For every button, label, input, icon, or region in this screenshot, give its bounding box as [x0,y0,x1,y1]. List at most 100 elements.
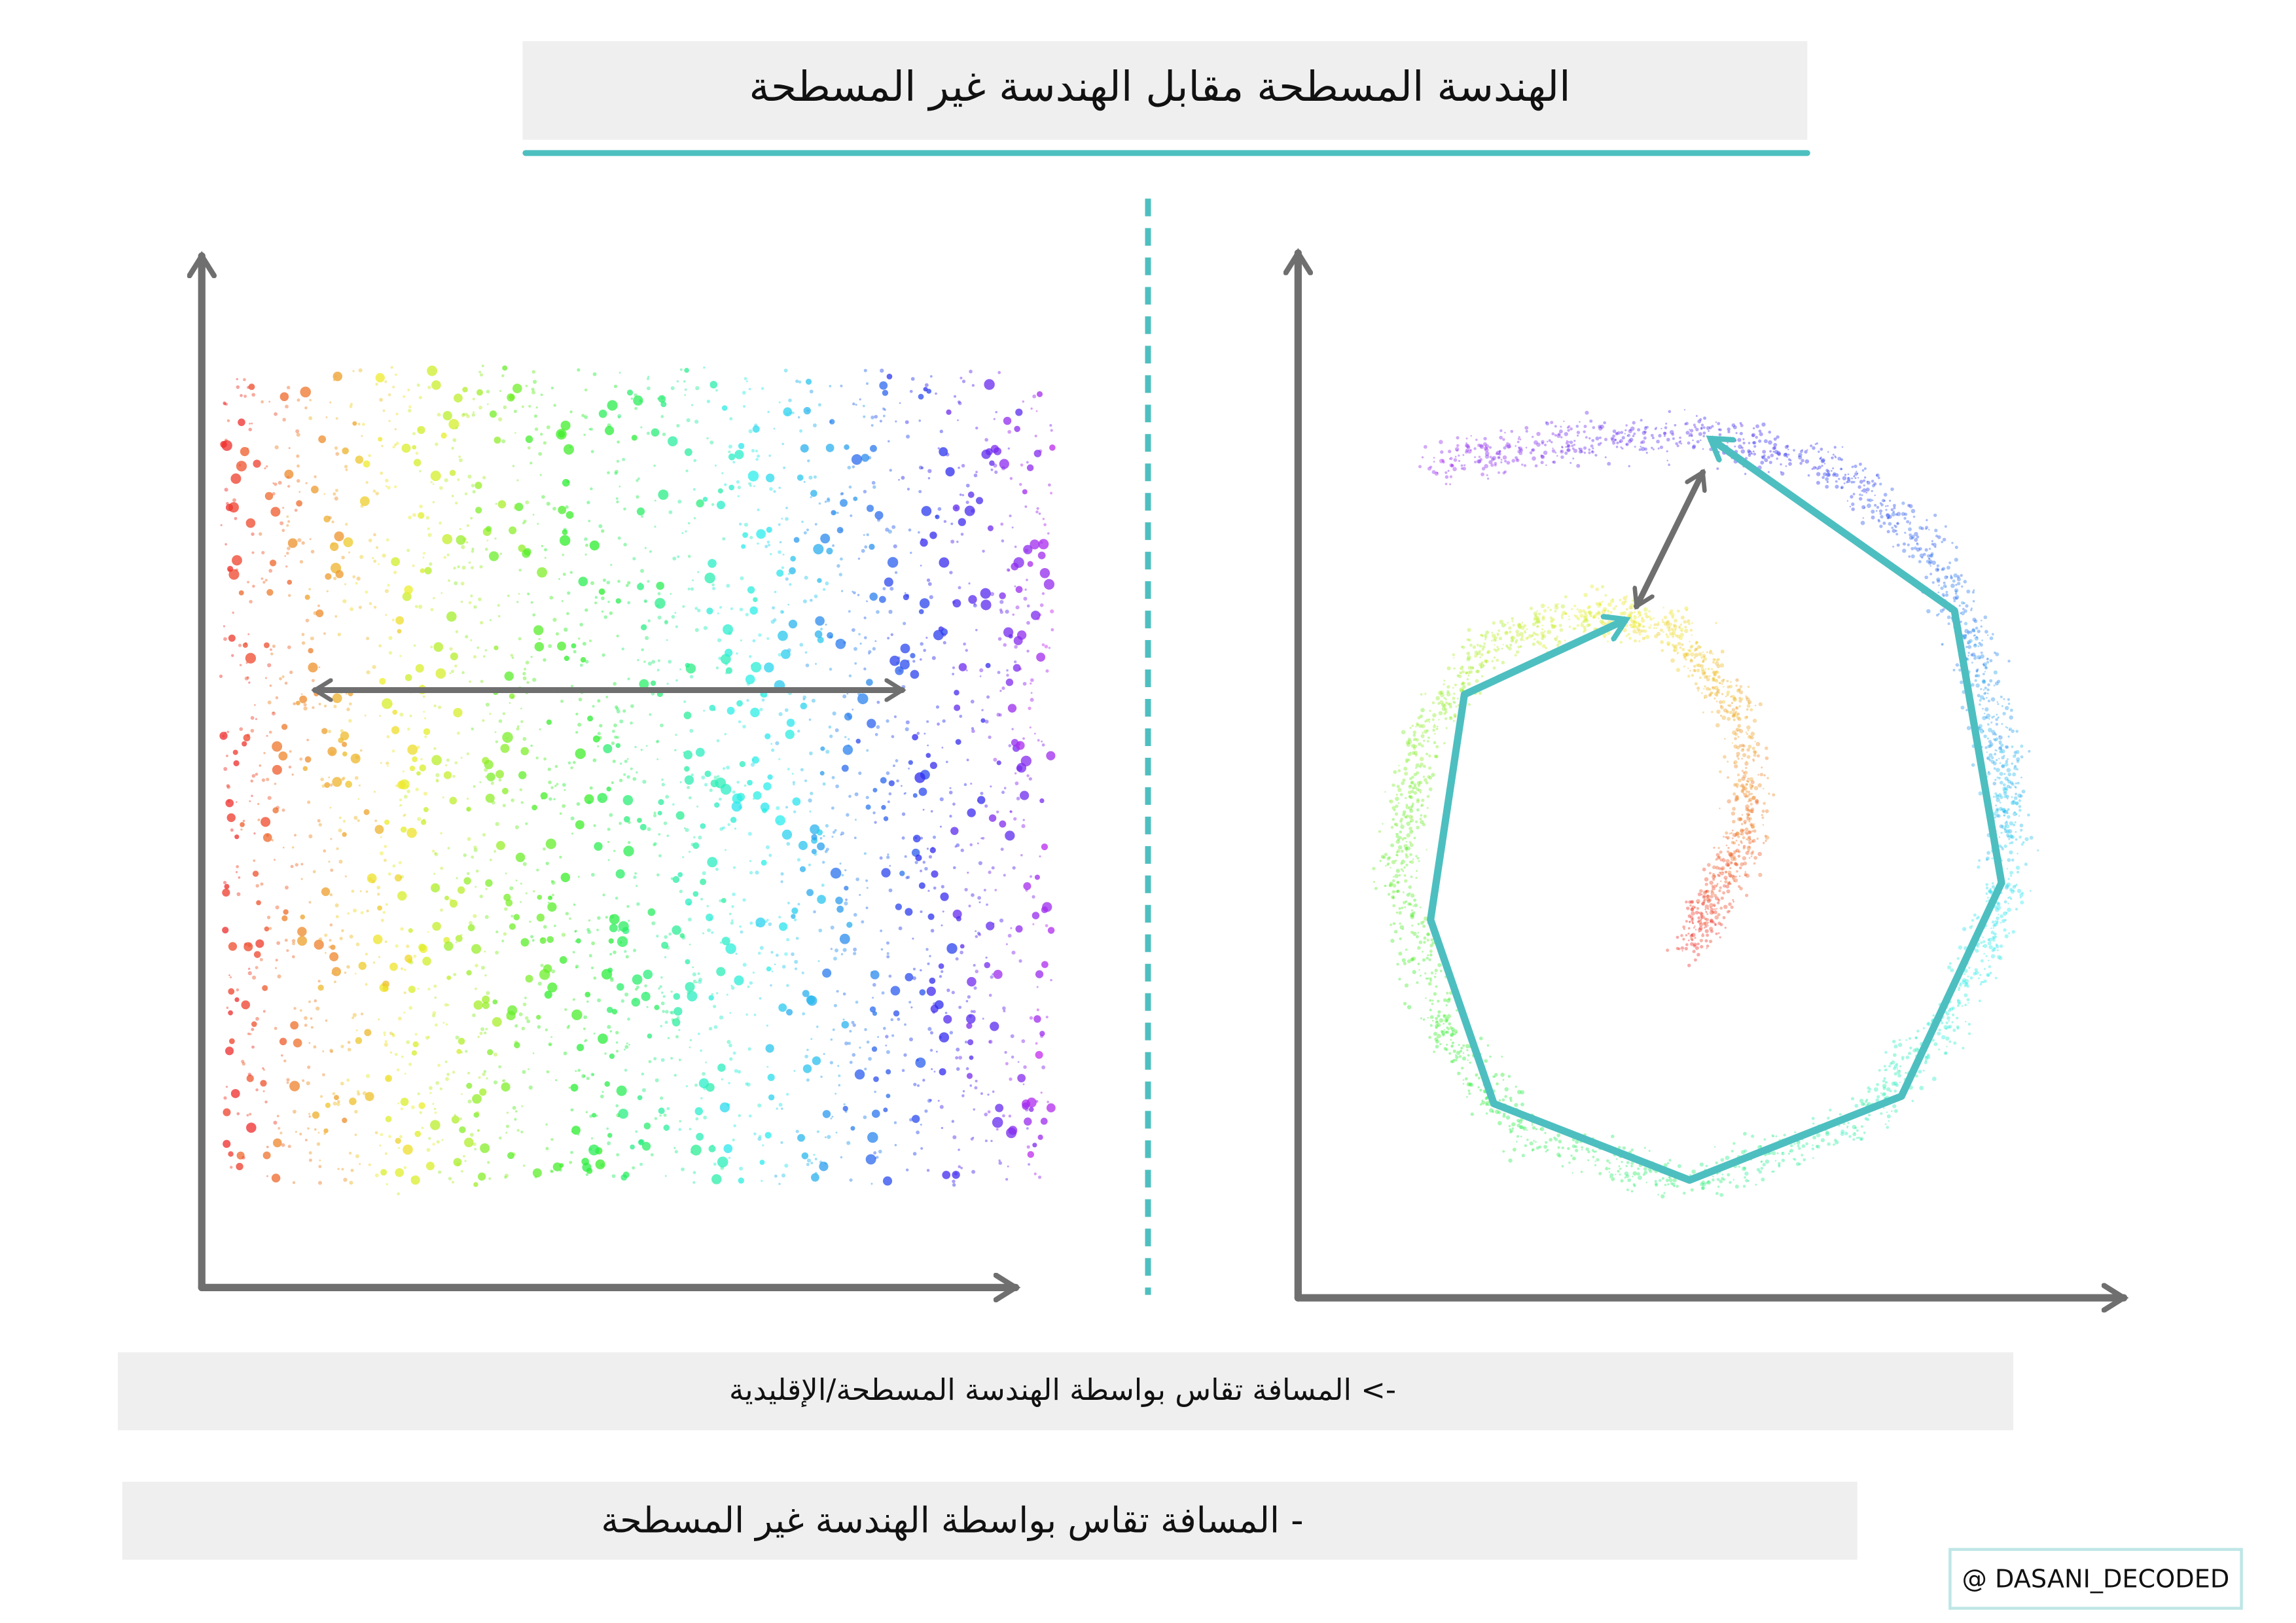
point [992,973,994,976]
point [371,880,376,883]
point [1841,446,1844,448]
point [920,1123,922,1126]
point [1575,425,1579,428]
point [232,749,238,755]
point [2001,825,2004,829]
point [1397,832,1399,835]
point [1688,649,1691,652]
point [724,849,726,851]
point [1996,713,1998,716]
point [736,700,743,707]
point [1685,609,1688,611]
point [1895,1083,1899,1087]
point [1735,831,1740,836]
point [1459,1049,1463,1053]
point [684,394,686,397]
point [539,728,541,731]
point [1771,1171,1773,1173]
point [537,523,539,525]
point [654,526,656,528]
point [1643,607,1648,612]
point [1445,1020,1448,1022]
point [908,1118,913,1122]
point [806,1078,810,1082]
point [420,819,427,825]
point [1497,455,1501,459]
point [582,641,586,646]
point [1628,465,1630,468]
point [830,925,834,930]
point [643,660,646,663]
point [611,741,615,745]
point [615,497,619,500]
point [525,500,529,505]
point [2004,829,2008,834]
point [312,706,315,709]
point [1016,741,1025,750]
point [1723,884,1727,888]
point [766,1065,769,1068]
point [329,542,339,552]
point [1757,783,1762,788]
point [1424,720,1427,723]
point [1956,575,1960,579]
point [1742,788,1745,791]
point [802,695,807,700]
point [565,505,569,509]
point [1989,679,1993,683]
point [1703,901,1705,904]
point [729,417,733,421]
point [1515,630,1519,633]
point [1860,1138,1862,1141]
point [664,935,668,939]
point [723,1144,733,1153]
point [1022,819,1025,821]
point [1997,902,2001,906]
point [1773,442,1778,447]
point [366,637,370,641]
point [967,871,969,874]
point [484,649,488,652]
point [393,485,397,488]
point [624,1044,629,1049]
point [918,531,920,534]
point [272,711,275,714]
point [482,832,486,837]
point [905,972,914,982]
point [1420,803,1424,807]
point [1476,653,1479,656]
point [417,817,422,821]
point [905,876,909,880]
point [879,856,883,860]
point [281,724,288,730]
point [1666,459,1668,461]
point [757,454,761,458]
point [767,774,773,780]
point [543,658,547,662]
point [1732,730,1736,735]
point [648,1060,652,1063]
point [1695,642,1698,645]
point [1510,1129,1514,1133]
point [896,779,899,783]
point [590,966,594,970]
point [1977,916,1980,919]
point [817,636,824,643]
point [266,1145,269,1149]
point [1407,738,1411,741]
spiral-scatter [1372,409,2039,1199]
point [345,781,353,788]
point [472,1013,476,1018]
point [1700,656,1704,659]
point [1404,815,1407,818]
point [334,1095,339,1101]
point [1723,679,1725,681]
point [2003,773,2006,776]
point [949,815,952,818]
point [1009,810,1013,813]
point [942,719,946,723]
point [667,1037,670,1040]
point [842,1105,848,1112]
point [711,1144,714,1147]
point [525,660,529,665]
